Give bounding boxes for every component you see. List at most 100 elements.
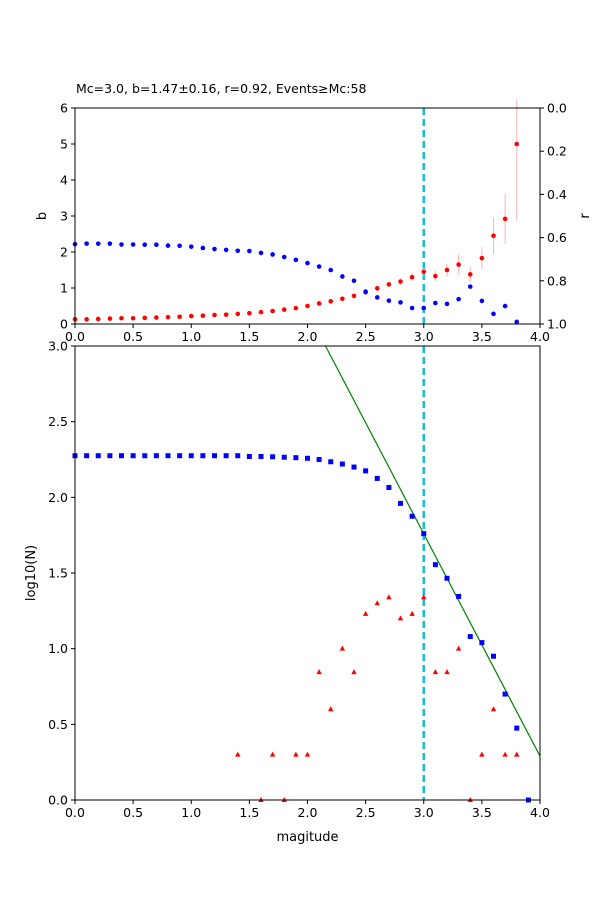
r-value-point — [467, 284, 473, 289]
x-tick-label: 4.0 — [530, 329, 550, 344]
x-tick-label: 1.0 — [181, 329, 201, 344]
r-value-point — [491, 311, 496, 317]
r-value-point — [340, 274, 345, 279]
y-tick-label: 1.0 — [48, 641, 68, 656]
b-value-point — [433, 273, 438, 279]
b-value-point — [119, 315, 124, 321]
r-value-point — [456, 296, 461, 302]
r-value-point — [316, 264, 322, 269]
noncumulative-count-point — [339, 645, 346, 651]
b-value-point — [444, 267, 450, 273]
b-value-point — [223, 312, 229, 317]
b-value-point — [467, 272, 473, 277]
cumulative-count-point — [200, 453, 206, 459]
cumulative-count-point — [84, 453, 90, 459]
y-tick-label: 3 — [60, 209, 68, 224]
top-y-axis-right: 0.0 0.2 0.4 0.6 0.8 1.0 — [540, 101, 567, 332]
cumulative-count-point — [305, 455, 310, 461]
b-value-point — [340, 296, 345, 302]
cumulative-count-point — [328, 459, 334, 465]
cumulative-count-point — [142, 453, 148, 459]
noncumulative-count-point — [269, 751, 276, 757]
r-value-point — [293, 257, 299, 263]
r-value-point — [177, 243, 182, 249]
cumulative-count-point — [514, 725, 520, 731]
noncumulative-count-point — [421, 594, 427, 600]
r-value-point — [363, 289, 368, 294]
bottom-series-group — [72, 345, 541, 803]
x-tick-label: 2.5 — [356, 805, 376, 820]
x-tick-label: 0.0 — [65, 805, 85, 820]
b-value-point — [316, 301, 322, 306]
cumulative-count-point — [95, 453, 101, 459]
cumulative-count-point — [479, 640, 485, 646]
noncumulative-count-point — [432, 669, 439, 675]
bottom-panel: 0.0 0.5 1.0 1.5 2.0 2.5 3.0 3.5 4.0 0.0 0.5 1.0 1.5… — [24, 339, 550, 846]
x-tick-label: 3.5 — [472, 329, 492, 344]
b-value-point — [177, 314, 182, 320]
top-y2-axis-label: r — [578, 213, 593, 219]
r-value-point — [351, 278, 357, 284]
y2-tick-label: 0.8 — [547, 273, 567, 288]
top-plot-frame — [74, 107, 541, 325]
y-tick-label: 0 — [60, 317, 68, 332]
cumulative-count-point — [432, 562, 438, 568]
noncumulative-count-point — [374, 600, 380, 606]
b-value-point — [212, 312, 217, 318]
noncumulative-count-point — [490, 706, 497, 712]
noncumulative-count-point — [397, 615, 404, 621]
b-value-point — [270, 308, 275, 314]
fit-line — [324, 345, 541, 757]
y-tick-label: 0.0 — [48, 793, 68, 808]
b-value-point — [293, 305, 299, 311]
r-value-point — [130, 242, 136, 247]
cumulative-count-point — [398, 500, 403, 506]
cumulative-count-point — [177, 453, 183, 459]
noncumulative-count-point — [502, 751, 508, 757]
y-tick-label: 0.5 — [48, 717, 68, 732]
b-value-point — [235, 311, 241, 317]
r-value-point — [270, 252, 275, 257]
r-value-point — [421, 305, 427, 311]
cumulative-count-point — [421, 531, 427, 537]
r-value-point — [479, 298, 485, 304]
b-value-point — [351, 293, 357, 299]
r-value-point — [281, 254, 287, 260]
x-tick-label: 3.0 — [414, 805, 434, 820]
noncumulative-count-point — [514, 751, 520, 757]
bottom-y-axis-label: log10(N) — [24, 545, 39, 601]
b-value-point — [247, 310, 252, 316]
b-value-point — [479, 255, 485, 261]
r-value-point — [386, 298, 392, 303]
r-value-point — [95, 241, 101, 246]
y-tick-label: 2.5 — [48, 414, 68, 429]
bottom-y-axis: 0.0 0.5 1.0 1.5 2.0 2.5 3.0 — [48, 339, 75, 808]
cumulative-count-point — [293, 455, 299, 461]
top-y-axis-left: 0 1 2 3 4 5 6 — [60, 101, 75, 332]
b-value-point — [374, 286, 380, 291]
noncumulative-count-point — [304, 751, 311, 757]
b-value-point — [514, 141, 520, 147]
y-tick-label: 2 — [60, 245, 68, 260]
r-value-point — [409, 305, 415, 311]
r-value-point — [235, 248, 241, 254]
noncumulative-count-point — [351, 669, 357, 675]
y-tick-label: 5 — [60, 137, 68, 152]
cumulative-count-point — [165, 453, 171, 459]
x-tick-label: 0.0 — [65, 329, 85, 344]
cumulative-count-point — [281, 454, 287, 460]
b-value-point — [165, 314, 171, 320]
cumulative-count-point — [502, 691, 508, 697]
cumulative-count-point — [130, 453, 136, 459]
noncumulative-count-point — [409, 610, 415, 616]
r-value-point — [119, 242, 124, 247]
b-value-point — [409, 274, 415, 280]
top-x-axis: 0.0 0.5 1.0 1.5 2.0 2.5 3.0 3.5 4.0 — [65, 324, 550, 344]
b-value-point — [84, 317, 89, 322]
cumulative-count-point — [363, 468, 369, 474]
noncumulative-count-point — [362, 610, 369, 616]
r-value-point — [200, 245, 206, 251]
b-value-point — [456, 262, 461, 267]
b-value-point — [142, 315, 148, 321]
chart-title: Mc=3.0, b=1.47±0.16, r=0.92, Events≥Mc:5… — [76, 81, 366, 96]
